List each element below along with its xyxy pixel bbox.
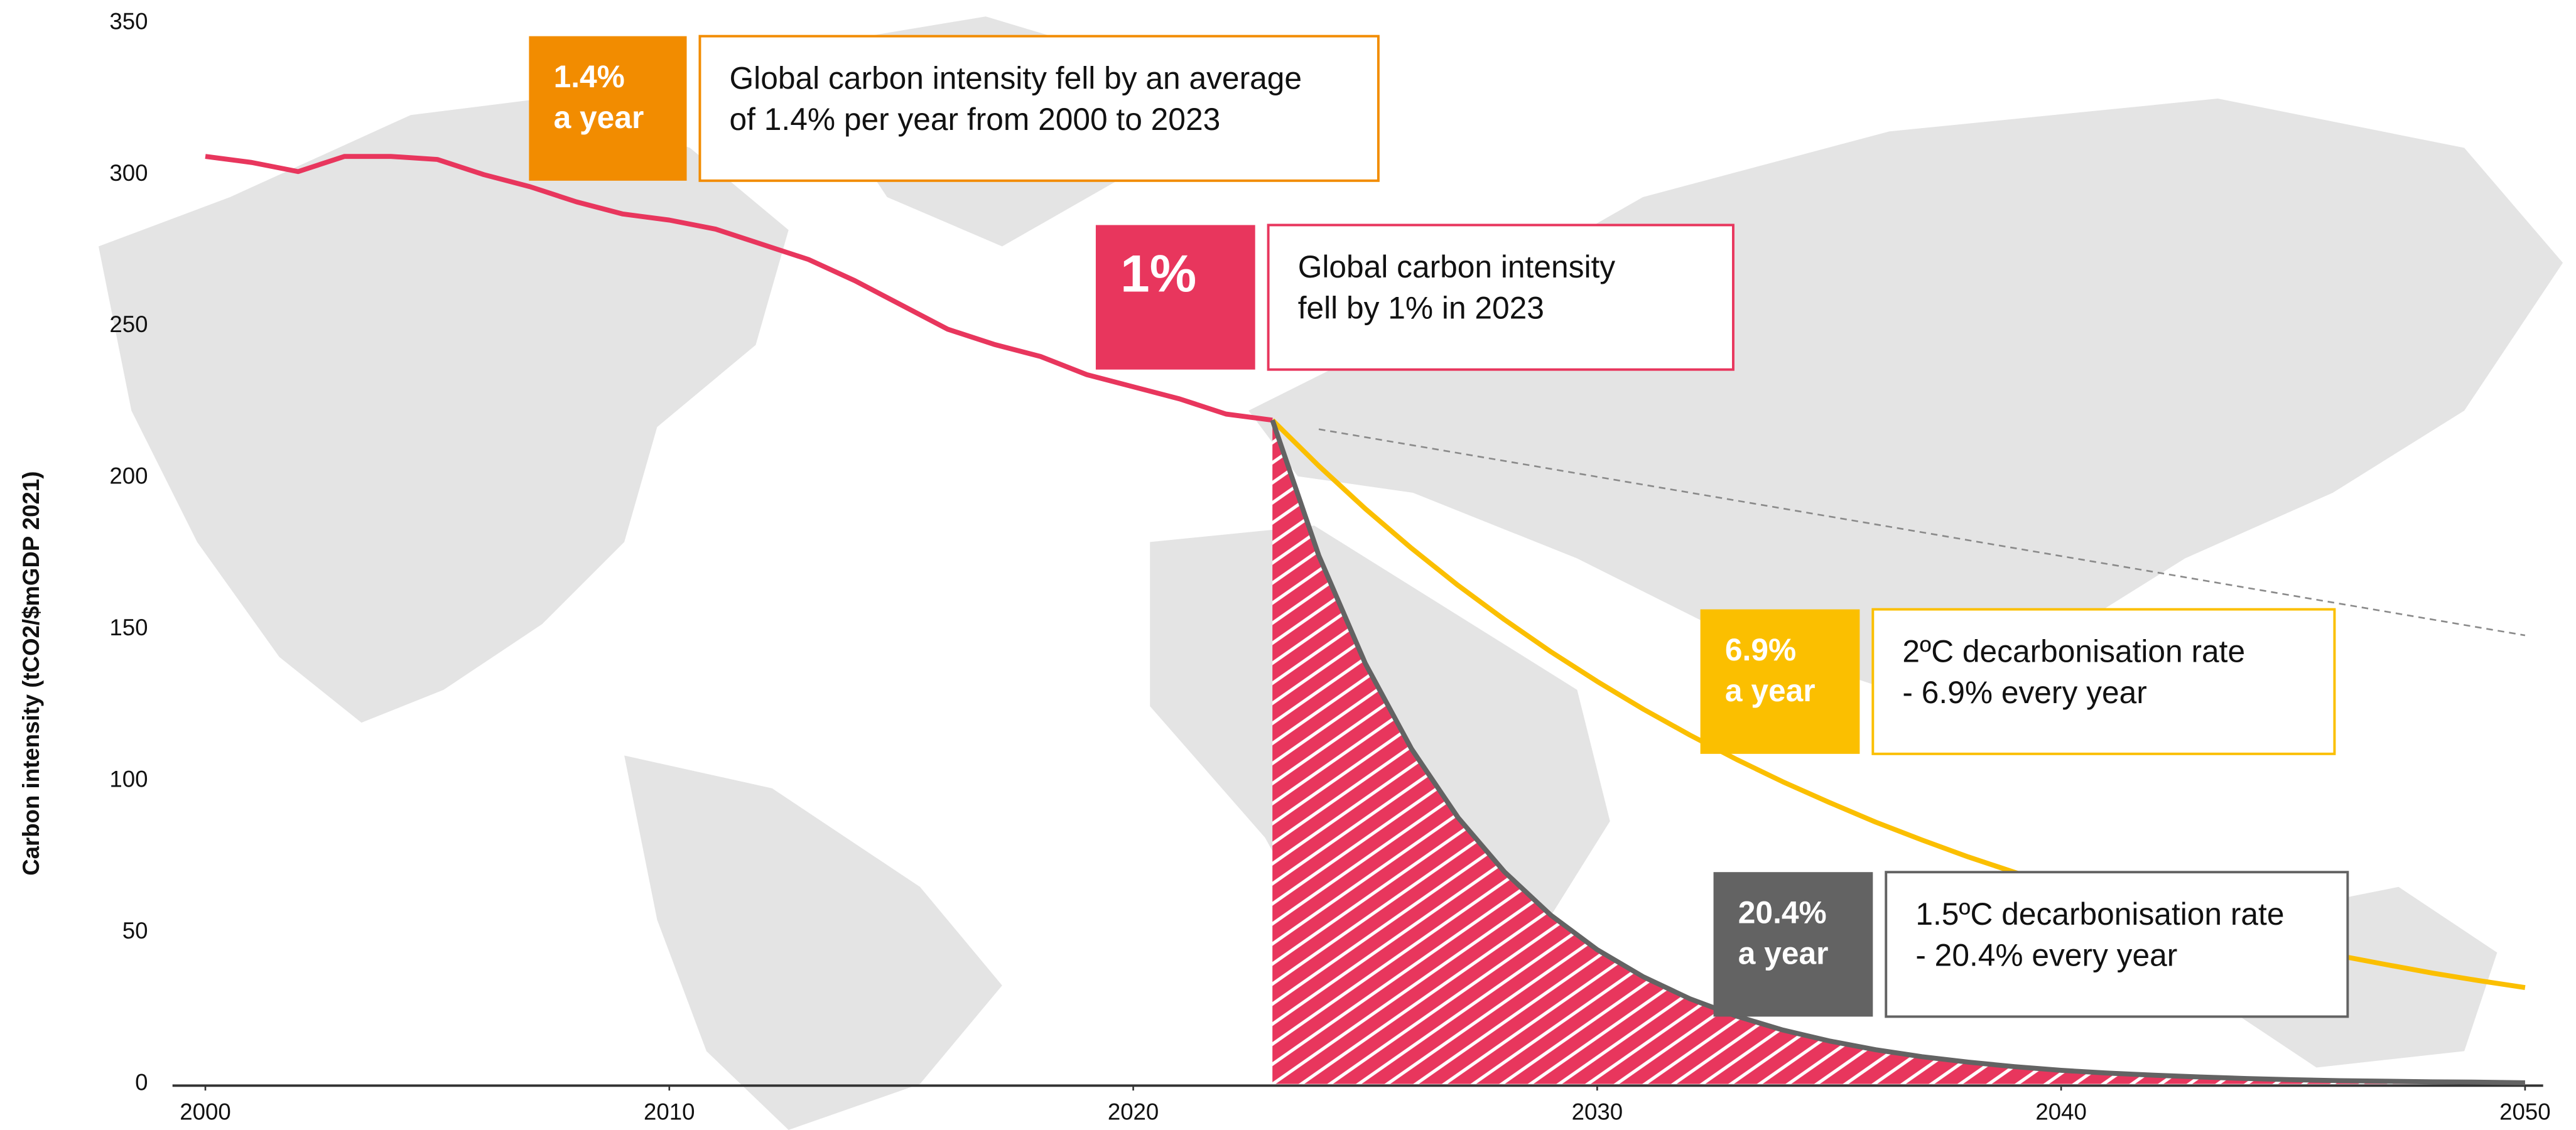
y-tick-label: 300 — [109, 160, 148, 186]
y-tick-label: 150 — [109, 615, 148, 640]
annotation-text: 2ºC decarbonisation rate — [1902, 633, 2245, 669]
badge — [1700, 609, 1860, 754]
badge — [1713, 872, 1873, 1017]
x-tick-label: 2050 — [2499, 1099, 2550, 1124]
y-axis-label: Carbon intensity (tCO2/$mGDP 2021) — [18, 471, 44, 876]
x-tick-label: 2020 — [1108, 1099, 1159, 1124]
annotation-text: - 20.4% every year — [1915, 937, 2177, 972]
badge-text: 20.4% — [1738, 895, 1827, 930]
x-tick-label: 2030 — [1572, 1099, 1623, 1124]
annotation: 20.4% a year 1.5ºC decarbonisation rate - 2… — [1713, 871, 2349, 1018]
annotation-text: of 1.4% per year from 2000 to 2023 — [730, 102, 1221, 137]
x-tick-label: 2010 — [644, 1099, 695, 1124]
text-box — [1885, 871, 2349, 1018]
annotation-text: Global carbon intensity — [1298, 249, 1616, 284]
badge-text: 1.4% — [554, 59, 625, 94]
text-box — [698, 35, 1380, 182]
annotation-text: fell by 1% in 2023 — [1298, 291, 1544, 326]
annotation-text: Global carbon intensity fell by an avera… — [730, 60, 1302, 95]
line — [1270, 419, 2525, 1085]
y-tick-label: 200 — [109, 463, 148, 489]
annotation-text: - 6.9% every year — [1902, 675, 2146, 710]
y-tick-label: 0 — [135, 1069, 148, 1095]
line — [205, 154, 1273, 423]
y-tick-label: 100 — [109, 766, 148, 792]
y-tick-label: 350 — [109, 8, 148, 34]
badge — [1095, 225, 1255, 370]
x-tick-label: 2000 — [180, 1099, 230, 1124]
badge — [529, 36, 687, 181]
y-tick-label: 50 — [122, 918, 148, 944]
badge-text: 1% — [1120, 244, 1196, 303]
annotation: 1% Global carbon intensity fell by 1% in 2… — [1095, 223, 1734, 371]
badge-text: 6.9% — [1725, 632, 1796, 667]
hatched-area — [1272, 420, 2525, 1084]
text-box — [1267, 223, 1734, 371]
badge-text: a year — [1725, 673, 1816, 708]
x-tick-label: 2040 — [2035, 1099, 2086, 1124]
annotation-text: 1.5ºC decarbonisation rate — [1915, 896, 2284, 932]
line — [1318, 428, 2526, 637]
y-tick-label: 250 — [109, 311, 148, 337]
badge-text: a year — [1738, 936, 1829, 971]
annotation: 6.9% a year 2ºC decarbonisation rate - 6.9%… — [1700, 608, 2336, 755]
text-box — [1871, 608, 2336, 755]
annotation: 1.4% a year Global carbon intensity fell b… — [529, 35, 1380, 182]
badge-text: a year — [554, 100, 644, 135]
